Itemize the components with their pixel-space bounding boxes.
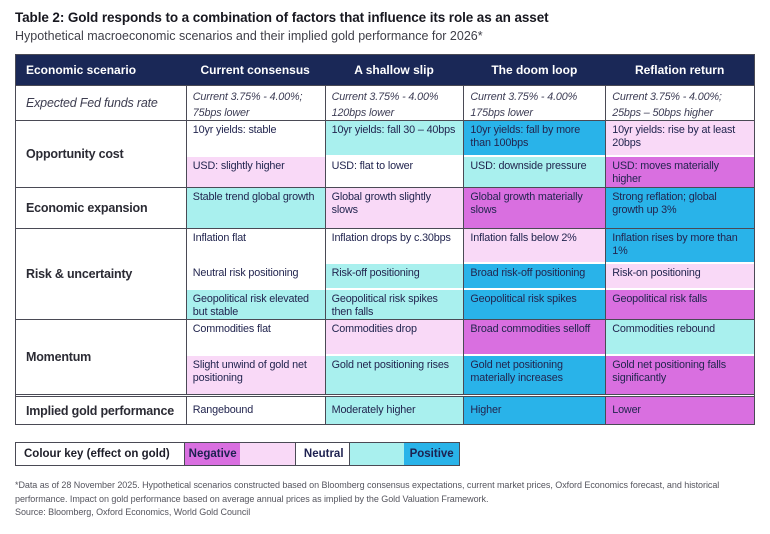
column-header-a-shallow-slip: A shallow slip (354, 63, 434, 77)
colour-key-swatch-negative: Negative (185, 443, 240, 465)
table-cell: Moderately higher (325, 397, 464, 424)
row-label: Risk & uncertainty (26, 267, 133, 281)
table-cell: Stable trend global growth (186, 188, 325, 228)
colour-key-swatch-positive: Positive (404, 443, 460, 465)
row-label: Opportunity cost (26, 147, 124, 161)
table-cell: Gold net positioning falls significantly (606, 356, 755, 394)
section-momentum: Momentum Commodities flat Slight unwind … (16, 319, 755, 394)
table-cell: Neutral risk positioning (186, 264, 325, 288)
table-cell: USD: moves materially higher (606, 157, 755, 187)
section-expected-fed-funds-rate: Expected Fed funds rate Current 3.75% - … (16, 85, 755, 120)
table-cell: Inflation falls below 2% (464, 229, 606, 262)
table-cell: Current 3.75% - 4.00%; 25bps – 50bps hig… (606, 86, 755, 120)
scenario-table: Economic scenario Current consensus A sh… (15, 54, 755, 425)
page-subtitle: Hypothetical macroeconomic scenarios and… (15, 29, 483, 43)
column-header-the-doom-loop: The doom loop (491, 63, 578, 77)
table-cell: Geopolitical risk spikes then falls (325, 290, 464, 319)
table-cell: 10yr yields: stable (186, 121, 325, 155)
row-label: Momentum (26, 350, 92, 364)
table-cell: Geopolitical risk spikes (464, 290, 606, 319)
table-cell: USD: downside pressure (464, 157, 606, 187)
table-cell: 10yr yields: fall 30 – 40bps (325, 121, 464, 155)
page-title: Table 2: Gold responds to a combination … (15, 10, 549, 25)
table-cell: Current 3.75% - 4.00% 120bps lower (325, 86, 464, 120)
colour-key-swatch-mild-positive (349, 443, 405, 465)
table-cell: Slight unwind of gold net positioning (186, 356, 325, 394)
colour-key-swatch-neutral: Neutral (294, 443, 350, 465)
footnote: *Data as of 28 November 2025. Hypothetic… (15, 480, 720, 504)
row-label: Implied gold performance (26, 403, 175, 418)
table-cell: Geopolitical risk falls (606, 290, 755, 319)
table-cell: Global growth slightly slows (325, 188, 464, 228)
column-header-economic-scenario: Economic scenario (26, 63, 137, 77)
table-cell: Broad commodities selloff (464, 320, 606, 354)
table-cell: Risk-on positioning (606, 264, 755, 288)
table-cell: Inflation rises by more than 1% (606, 229, 755, 262)
section-implied-gold-performance: Implied gold performance Rangebound Mode… (16, 394, 755, 424)
table-cell: Commodities drop (325, 320, 464, 354)
section-risk-and-uncertainty: Risk & uncertainty Inflation flat Neutra… (16, 228, 755, 319)
table-cell: 10yr yields: fall by more than 100bps (464, 121, 606, 155)
section-opportunity-cost: Opportunity cost 10yr yields: stable USD… (16, 120, 755, 187)
colour-key-label: Colour key (effect on gold) (16, 443, 186, 465)
table-cell: Lower (606, 397, 755, 424)
table-cell: Commodities flat (186, 320, 325, 354)
column-header-current-consensus: Current consensus (200, 63, 310, 77)
row-label: Expected Fed funds rate (26, 96, 158, 110)
section-economic-expansion: Economic expansion Stable trend global g… (16, 187, 755, 228)
table-cell: Global growth materially slows (464, 188, 606, 228)
table-cell: Current 3.75% - 4.00% 175bps lower (464, 86, 606, 120)
table-cell: Gold net positioning rises (325, 356, 464, 394)
table-cell: Risk-off positioning (325, 264, 464, 288)
source-line: Source: Bloomberg, Oxford Economics, Wor… (15, 507, 251, 517)
table-cell: Gold net positioning materially increase… (464, 356, 606, 394)
table-cell: USD: slightly higher (186, 157, 325, 187)
page: Table 2: Gold responds to a combination … (15, 10, 755, 517)
column-header-reflation-return: Reflation return (634, 63, 725, 77)
table-cell: Commodities rebound (606, 320, 755, 354)
table-header-row: Economic scenario Current consensus A sh… (16, 55, 754, 85)
colour-key: Colour key (effect on gold) Negative Neu… (15, 442, 460, 466)
table-cell: USD: flat to lower (325, 157, 464, 187)
table-cell: Current 3.75% - 4.00%; 75bps lower (186, 86, 325, 120)
table-cell: Strong reflation; global growth up 3% (606, 188, 755, 228)
table-cell: Rangebound (186, 397, 325, 424)
colour-key-swatch-mild-negative (240, 443, 295, 465)
table-cell: Inflation drops by c.30bps (325, 229, 464, 262)
table-cell: 10yr yields: rise by at least 20bps (606, 121, 755, 155)
table-cell: Inflation flat (186, 229, 325, 262)
table-cell: Higher (464, 397, 606, 424)
table-cell: Geopolitical risk elevated but stable (186, 290, 325, 319)
table-cell: Broad risk-off positioning (464, 264, 606, 288)
row-label: Economic expansion (26, 201, 148, 215)
